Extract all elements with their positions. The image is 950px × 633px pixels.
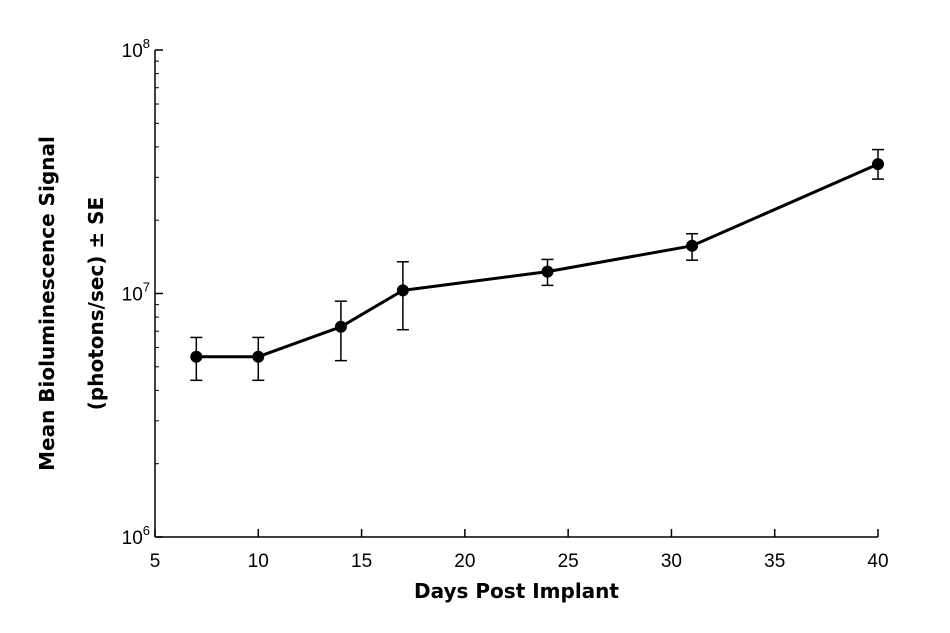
data-point — [541, 265, 554, 278]
y-tick-label: 107 — [122, 280, 150, 306]
y-ticks: 106 107 108 — [122, 36, 163, 549]
x-ticks: 5 10 15 20 25 30 35 40 — [150, 529, 889, 572]
x-tick-label: 5 — [150, 551, 161, 572]
x-tick-label: 15 — [351, 551, 372, 572]
x-tick-label: 35 — [764, 551, 785, 572]
data-point — [334, 320, 347, 333]
x-axis-title: Days Post Implant — [414, 579, 619, 603]
y-tick-label: 108 — [122, 36, 150, 62]
x-tick-label: 10 — [248, 551, 269, 572]
y-axis-title-line2: (photons/sec) ± SE — [84, 197, 108, 410]
data-point — [190, 350, 203, 363]
y-tick-label: 106 — [122, 523, 150, 549]
x-tick-label: 25 — [558, 551, 579, 572]
x-tick-label: 40 — [867, 551, 888, 572]
data-point — [252, 350, 265, 363]
data-point — [872, 158, 884, 171]
y-axis-title-line1: Mean Bioluminescence Signal — [35, 136, 59, 471]
data-point — [686, 239, 699, 252]
plot-area — [190, 148, 884, 382]
x-tick-label: 20 — [454, 551, 475, 572]
axes — [154, 50, 878, 538]
series-line — [196, 162, 879, 359]
data-point — [396, 284, 409, 297]
x-tick-label: 30 — [661, 551, 682, 572]
